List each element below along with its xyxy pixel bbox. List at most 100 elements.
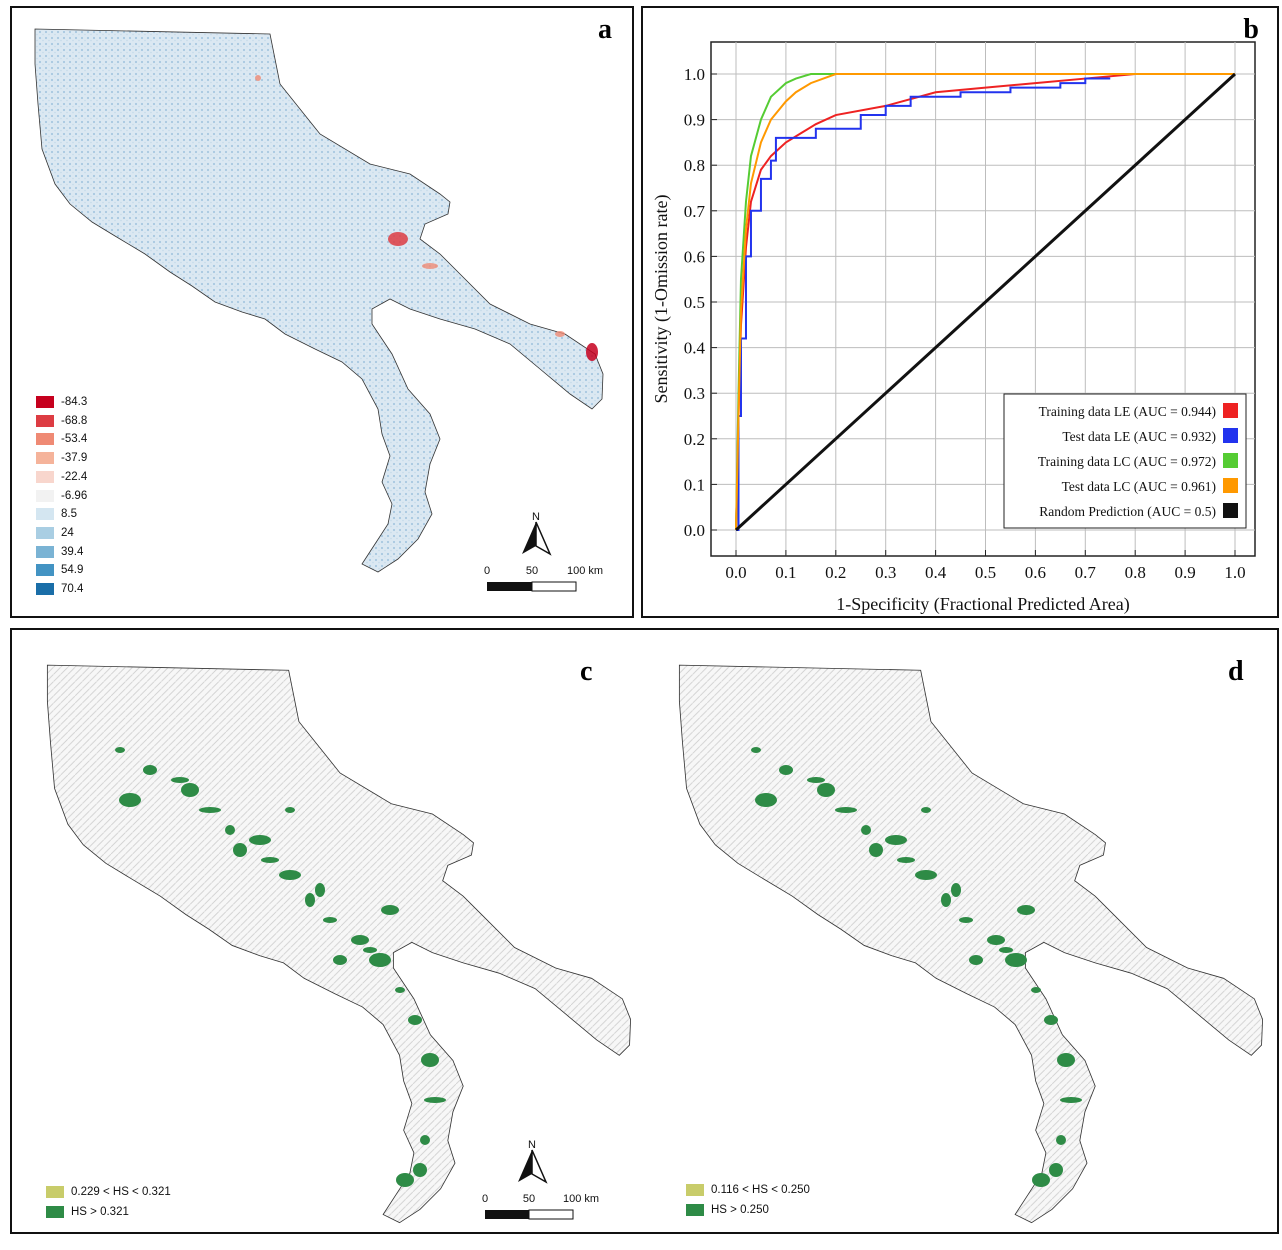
suitability-patch <box>381 905 399 915</box>
x-tick-label: 0.0 <box>725 563 746 582</box>
legend-c-item-2: HS > 0.321 <box>46 1206 129 1218</box>
suitability-patch <box>115 747 125 753</box>
north-arrow: N <box>522 511 552 556</box>
x-tick-label: 0.8 <box>1125 563 1146 582</box>
legend-label: 54.9 <box>61 564 84 577</box>
hotspot-red-central <box>388 232 408 246</box>
roc-series-line <box>736 77 1111 531</box>
suitability-patch <box>1060 1097 1082 1103</box>
y-tick-label: 0.4 <box>684 339 706 358</box>
suitability-patch <box>421 1053 439 1067</box>
suitability-patch <box>751 747 761 753</box>
suitability-patch <box>779 765 793 775</box>
legend-entry-label: Random Prediction (AUC = 0.5) <box>1039 504 1216 519</box>
roc-series-line <box>734 72 1237 532</box>
legend-label: 0.229 < HS < 0.321 <box>71 1186 171 1198</box>
map-a <box>34 28 604 573</box>
suitability-patch <box>1049 1163 1063 1177</box>
legend-label: 39.4 <box>61 545 84 558</box>
legend-label: HS > 0.250 <box>711 1204 769 1216</box>
scale-bar: 0 50 100 km <box>482 1193 599 1220</box>
legend-swatch <box>1223 503 1238 518</box>
suitability-patches-d <box>751 747 1082 1187</box>
roc-chart: 0.0 0.1 0.2 0.3 0.4 0.5 0.6 0.7 0.8 0.9 1.0 0.0 0.1 0… <box>651 41 1256 615</box>
suitability-patch <box>171 777 189 783</box>
suitability-patch <box>921 807 931 813</box>
legend-label: -84.3 <box>61 396 88 408</box>
map-c <box>46 664 632 1224</box>
panel-cd: c d 0.229 < HS < 0.321 HS > 0.321 0.116 … <box>10 628 1279 1234</box>
suitability-patch <box>181 783 199 797</box>
legend-entry-label: Training data LC (AUC = 0.972) <box>1038 454 1216 469</box>
y-tick-label: 0.8 <box>684 156 705 175</box>
legend-swatch <box>36 489 54 502</box>
suitability-patch <box>279 870 301 880</box>
suitability-patch <box>885 835 907 845</box>
legend-label: -68.8 <box>61 414 88 427</box>
hotspot-red-east <box>586 343 598 361</box>
suitability-patch <box>323 917 337 923</box>
legend-label: -37.9 <box>61 452 88 465</box>
legend-swatch <box>36 396 54 408</box>
legend-swatch <box>1223 428 1238 443</box>
suitability-patch <box>869 843 883 857</box>
suitability-patch <box>420 1135 430 1145</box>
legend-swatch <box>1223 478 1238 493</box>
x-tick-label: 1.0 <box>1224 563 1245 582</box>
panel-letter: b <box>1243 14 1259 45</box>
legend-label: 0.116 < HS < 0.250 <box>711 1184 810 1196</box>
suitability-patch <box>363 947 377 953</box>
legend-label: 8.5 <box>61 508 77 521</box>
suitability-patch <box>915 870 937 880</box>
y-tick-label: 0.7 <box>684 202 706 221</box>
suitability-patch <box>807 777 825 783</box>
svg-text:50: 50 <box>526 565 538 577</box>
legend-d-item-1: 0.116 < HS < 0.250 <box>686 1184 810 1196</box>
north-arrow: N <box>518 1139 548 1184</box>
suitability-patch <box>424 1097 446 1103</box>
legend-a-item: -37.9 <box>36 452 88 465</box>
suitability-patch <box>261 857 279 863</box>
suitability-patch <box>315 883 325 897</box>
legend-entry-label: Test data LE (AUC = 0.932) <box>1062 429 1216 444</box>
legend-box <box>1003 393 1247 529</box>
suitability-patch <box>396 1173 414 1187</box>
suitability-patch <box>1005 953 1027 967</box>
legend-a-item: 54.9 <box>36 564 84 577</box>
panel-letter-c: c <box>580 656 593 687</box>
legend-d-item-2: HS > 0.250 <box>686 1204 769 1216</box>
legend-swatch <box>46 1186 64 1198</box>
legend-swatch <box>36 526 54 539</box>
legend-swatch <box>36 470 54 483</box>
hotspot-orange-east <box>555 331 565 337</box>
legend-swatch <box>36 414 54 427</box>
legend-a-item: -53.4 <box>36 433 88 446</box>
legend-swatch <box>46 1206 64 1218</box>
svg-text:100 km: 100 km <box>567 565 603 577</box>
suitability-patch <box>369 953 391 967</box>
suitability-patch <box>395 987 405 993</box>
y-tick-label: 0.1 <box>684 475 705 494</box>
x-tick-label: 0.9 <box>1174 563 1195 582</box>
x-axis-label: 1-Specificity (Fractional Predicted Area… <box>836 594 1129 615</box>
y-tick-label: 0.2 <box>684 430 705 449</box>
legend-label: -53.4 <box>61 433 88 446</box>
legend-label: -6.96 <box>61 489 88 502</box>
suitability-patch <box>897 857 915 863</box>
suitability-patch <box>1017 905 1035 915</box>
legend-a-item: 8.5 <box>36 508 77 521</box>
panel-a: a -84.3 -68.8 -53.4 -37.9 -22.4 -6.96 8.5 24 39.… <box>10 6 634 618</box>
hotspot-orange-north <box>255 75 261 81</box>
legend-swatch <box>1223 453 1238 468</box>
suitability-patch <box>1031 987 1041 993</box>
y-tick-label: 0.5 <box>684 293 705 312</box>
svg-text:100 km: 100 km <box>563 1193 599 1205</box>
y-axis-label: Sensitivity (1-Omission rate) <box>651 195 672 404</box>
legend-swatch <box>36 508 54 521</box>
svg-text:0: 0 <box>484 565 490 577</box>
suitability-patch <box>413 1163 427 1177</box>
legend-label: 24 <box>61 526 74 539</box>
legend-a-item: 24 <box>36 526 74 539</box>
map-d <box>678 664 1264 1224</box>
suitability-patch <box>987 935 1005 945</box>
